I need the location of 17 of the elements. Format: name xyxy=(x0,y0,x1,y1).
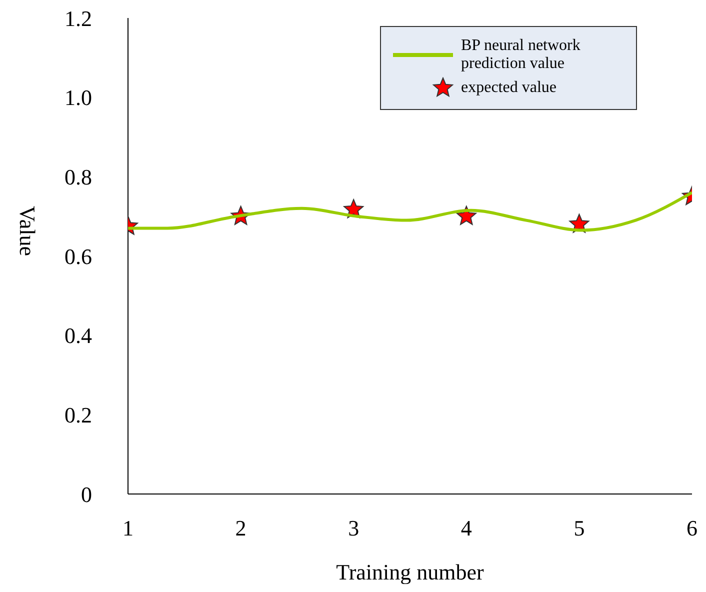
y-tick-label: 0 xyxy=(81,482,92,507)
y-tick-label: 1.0 xyxy=(64,85,92,110)
y-axis-title: Value xyxy=(15,206,40,256)
x-axis-title: Training number xyxy=(336,560,485,585)
x-tick-label: 2 xyxy=(235,516,246,541)
x-tick-label: 6 xyxy=(686,516,698,541)
legend-label: expected value xyxy=(460,79,558,97)
y-tick-label: 0.6 xyxy=(64,244,92,269)
legend-label: BP neural network prediction value xyxy=(460,37,582,73)
x-tick-label: 1 xyxy=(122,516,134,541)
y-tick-label: 0.8 xyxy=(64,164,92,190)
y-tick-label: 0.4 xyxy=(64,323,92,348)
y-tick-label: 0.2 xyxy=(64,402,92,428)
y-tick-label: 1.2 xyxy=(64,6,92,31)
x-tick-label: 5 xyxy=(574,516,585,541)
x-tick-label: 3 xyxy=(348,516,360,541)
x-tick-label: 4 xyxy=(460,516,472,541)
